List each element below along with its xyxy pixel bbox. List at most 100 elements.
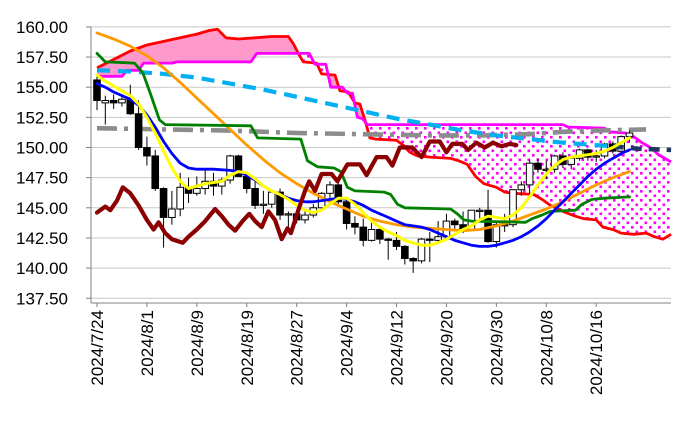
x-tick-label: 2024/10/16 <box>587 310 606 395</box>
candle-body-down <box>384 238 392 241</box>
y-tick-label: 147.50 <box>16 169 68 188</box>
cloud-bull-region <box>330 74 339 88</box>
x-tick-label: 2024/9/4 <box>338 310 357 376</box>
x-tick-label: 2024/9/12 <box>388 310 407 386</box>
axis-labels: 160.00 157.50 155.00 152.50 150.00 147.50 145.… <box>16 18 606 395</box>
x-tick-label: 2024/8/27 <box>288 310 307 386</box>
candle <box>376 225 384 244</box>
yellow-ma <box>95 73 631 247</box>
candle-body-up <box>517 184 526 191</box>
candle-body-up <box>176 186 184 210</box>
candle <box>534 158 542 173</box>
candle <box>251 180 259 210</box>
candle-body-up <box>301 214 309 221</box>
candle-body-up <box>434 236 442 241</box>
candle <box>184 177 193 203</box>
candle <box>592 149 601 162</box>
candle <box>342 196 351 230</box>
candle-body-up <box>101 99 110 104</box>
candle-body-down <box>334 184 343 203</box>
candle-body-up <box>475 209 484 212</box>
candle <box>384 237 392 260</box>
candle-body-down <box>392 239 401 247</box>
candle-body-down <box>276 191 284 216</box>
x-tick-label: 2024/10/8 <box>537 310 556 386</box>
candle <box>101 95 110 125</box>
candle-body-down <box>450 220 459 226</box>
candle <box>351 216 359 235</box>
candle-body-up <box>118 98 126 104</box>
candle-body-up <box>367 229 376 241</box>
candle-body-up <box>417 238 426 262</box>
orange-ma <box>95 31 631 233</box>
x-tick-label: 2024/9/20 <box>437 310 456 386</box>
y-tick-label: 137.50 <box>16 289 68 308</box>
y-tick-label: 142.50 <box>16 229 68 248</box>
candle-body-down <box>534 162 542 170</box>
candle-body-up <box>592 155 601 158</box>
candle <box>259 190 268 214</box>
candle-body-down <box>234 155 243 177</box>
candle <box>109 94 118 109</box>
candle <box>426 231 434 263</box>
y-tick-label: 160.00 <box>16 18 68 37</box>
candle <box>143 136 151 166</box>
candle-body-down <box>109 99 118 104</box>
candle <box>326 181 334 201</box>
candle-body-up <box>625 132 634 138</box>
candle-body-up <box>525 162 534 186</box>
candle-body-down <box>409 257 417 262</box>
candle <box>301 210 309 224</box>
cloud-bull-region <box>97 29 297 77</box>
candle-body-down <box>159 188 168 218</box>
x-tick-label: 2024/8/19 <box>238 310 257 386</box>
candle-body-up <box>509 189 517 226</box>
candle <box>134 100 143 150</box>
candle <box>401 245 409 265</box>
candle-body-down <box>342 201 351 224</box>
y-tick-label: 157.50 <box>16 48 68 67</box>
x-tick-label: 2024/8/9 <box>188 310 207 376</box>
candle-body-up <box>226 155 234 181</box>
green-ma <box>95 52 631 224</box>
candle-body-up <box>267 191 276 205</box>
candle-body-up <box>193 188 201 194</box>
y-tick-label: 155.00 <box>16 78 68 97</box>
x-tick-label: 2024/9/30 <box>487 310 506 386</box>
senkou-a-line <box>96 27 672 241</box>
candle <box>417 237 426 264</box>
gray-dashdot-ma <box>96 125 647 138</box>
candle <box>151 149 160 191</box>
candle-body-down <box>251 188 259 206</box>
candle-body-down <box>426 238 434 241</box>
candle-body-up <box>326 184 334 194</box>
candle-body-down <box>376 229 384 240</box>
navy-dashed-ma <box>612 144 672 153</box>
x-tick-label: 2024/7/24 <box>88 310 107 386</box>
candle-body-up <box>168 208 176 218</box>
y-tick-label: 152.50 <box>16 108 68 127</box>
candle <box>409 257 417 273</box>
candle <box>284 211 293 228</box>
candle <box>168 190 176 225</box>
candle-body-down <box>401 245 409 259</box>
y-tick-label: 150.00 <box>16 139 68 158</box>
x-tick-label: 2024/8/1 <box>138 310 157 376</box>
candle-body-up <box>284 213 293 216</box>
candle-body-down <box>359 226 368 241</box>
candle-body-down <box>93 79 101 101</box>
candle-body-down <box>143 147 151 157</box>
blue-ma <box>95 82 631 248</box>
candle-body-down <box>134 113 143 149</box>
candle <box>525 159 534 197</box>
axes <box>86 26 671 307</box>
candle-body-up <box>259 203 268 206</box>
candle <box>93 76 101 111</box>
candle <box>334 181 343 206</box>
candle <box>359 218 368 247</box>
candle-body-down <box>242 175 251 190</box>
candle <box>450 218 459 230</box>
ma-lines-below <box>96 125 647 138</box>
